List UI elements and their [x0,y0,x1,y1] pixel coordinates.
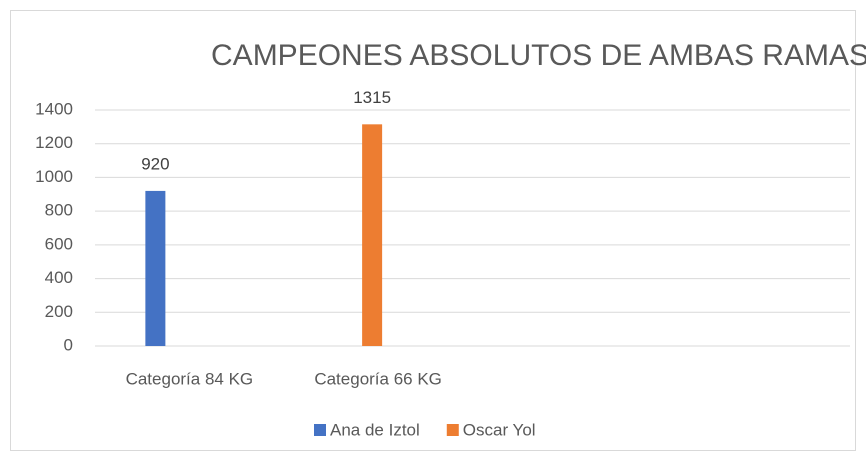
legend-label: Ana de Iztol [330,420,420,439]
data-label: 920 [141,154,169,173]
y-tick-label: 0 [64,335,73,354]
x-tick-label: Categoría 66 KG [314,369,442,388]
legend-swatch [446,424,459,436]
y-tick-label: 400 [45,268,73,287]
y-tick-label: 1400 [35,99,73,118]
y-tick-label: 1200 [35,133,73,152]
x-tick-label: Categoría 84 KG [126,369,254,388]
y-tick-label: 1000 [35,167,73,186]
data-label: 1315 [353,88,391,107]
bar [145,190,166,346]
y-tick-label: 600 [45,234,73,253]
y-tick-label: 800 [45,201,73,220]
legend-label: Oscar Yol [463,420,536,439]
legend-swatch [314,424,326,436]
chart-title: CAMPEONES ABSOLUTOS DE AMBAS RAMAS [211,39,866,72]
y-tick-label: 200 [45,302,73,321]
bar [362,124,383,346]
